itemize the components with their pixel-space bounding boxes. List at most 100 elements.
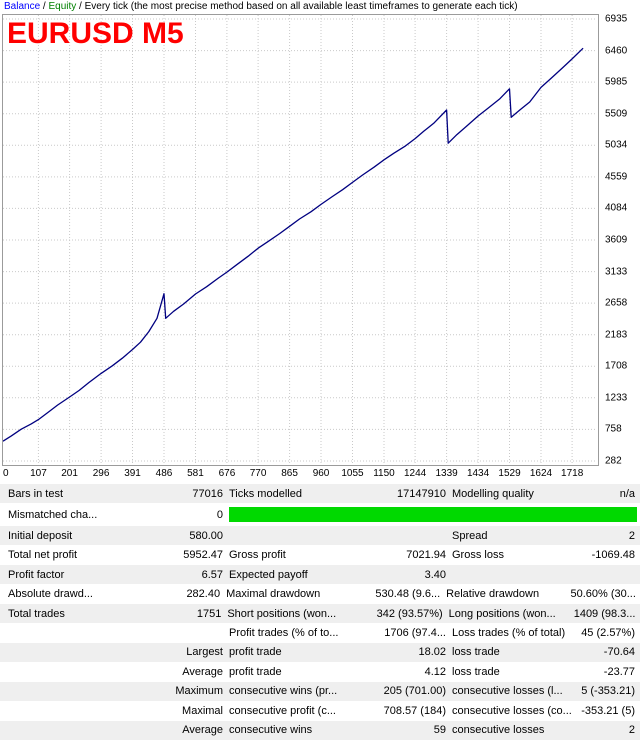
stat-label-col5: loss trade: [452, 665, 500, 678]
y-tick-label: 3133: [605, 266, 628, 278]
x-tick-label: 391: [124, 468, 141, 479]
x-tick-label: 1529: [498, 468, 521, 479]
y-tick-label: 3609: [605, 234, 628, 246]
stat-label-col3: Expected payoff: [229, 568, 308, 581]
stat-label-col5: Spread: [452, 529, 488, 542]
stat-value-col6: -353.21 (5): [581, 704, 635, 717]
x-tick-label: 1718: [561, 468, 584, 479]
stat-label-col1: Bars in test: [8, 487, 64, 500]
stat-label-col1: Profit factor: [8, 568, 65, 581]
stat-value-col2: 282.40: [186, 588, 221, 601]
table-row: Profit trades (% of to... 1706 (97.4... Lo…: [0, 623, 640, 642]
x-tick-label: 770: [249, 468, 267, 479]
x-tick-label: 676: [218, 468, 236, 479]
stat-label-col3: consecutive wins: [229, 724, 313, 737]
x-tick-label: 486: [155, 468, 173, 479]
x-tick-label: 1339: [435, 468, 458, 479]
x-tick-label: 1434: [466, 468, 490, 479]
stat-value-col6: 2: [628, 529, 635, 542]
stat-value-col2: Average: [182, 665, 223, 678]
stat-value-col6: -23.77: [603, 665, 635, 678]
stat-value-col4: 3.40: [424, 568, 446, 581]
stat-value-col6: 5 (-353.21): [581, 685, 635, 698]
stat-label-col5: consecutive losses (co...: [452, 704, 572, 717]
chart-plot-area: EURUSD M5: [2, 14, 599, 466]
results-table: Bars in test 77016 Ticks modelled 17147910 M…: [0, 484, 640, 740]
y-tick-label: 5985: [605, 76, 628, 88]
stat-label-col3: consecutive profit (c...: [229, 704, 336, 717]
stat-value-col2: 5952.47: [183, 549, 223, 562]
x-tick-label: 960: [312, 468, 330, 479]
y-tick-label: 5034: [605, 139, 628, 151]
stat-label-col1: Mismatched cha...: [8, 508, 98, 521]
x-tick-label: 0: [3, 468, 9, 479]
stat-label-col3: Maximal drawdown: [226, 588, 321, 601]
legend-separator-2: /: [76, 1, 85, 12]
stat-label-col1: Absolute drawd...: [8, 588, 93, 601]
y-tick-label: 2183: [605, 329, 628, 341]
stat-label-col3: Ticks modelled: [229, 487, 302, 500]
x-tick-label: 1244: [403, 468, 427, 479]
stat-label-col5: Loss trades (% of total): [452, 627, 566, 640]
stat-value-col4: 17147910: [397, 487, 446, 500]
table-row: Absolute drawd... 282.40 Maximal drawdown 5…: [0, 584, 640, 603]
table-row: Average profit trade 4.12 loss trade -23.77: [0, 662, 640, 681]
x-tick-label: 1624: [529, 468, 553, 479]
stat-value-col2: 0: [216, 508, 223, 521]
stat-value-col4: 708.57 (184): [383, 704, 446, 717]
stat-value-col6: 1409 (98.3...: [573, 607, 636, 620]
stat-value-col2: Average: [182, 724, 223, 737]
equity-legend-label: Equity: [48, 1, 77, 12]
x-tick-label: 1055: [341, 468, 364, 479]
stat-value-col2: 77016: [192, 487, 223, 500]
legend-separator-1: /: [40, 1, 49, 12]
stat-value-col2: 580.00: [189, 529, 223, 542]
stat-value-col6: 50.60% (30...: [570, 588, 636, 601]
table-row: Bars in test 77016 Ticks modelled 17147910 M…: [0, 484, 640, 504]
y-tick-label: 282: [605, 455, 622, 467]
stat-label-col1: Initial deposit: [8, 529, 73, 542]
y-tick-label: 4559: [605, 171, 628, 183]
stat-label-col3: Short positions (won...: [227, 607, 337, 620]
y-tick-label: 2658: [605, 297, 628, 309]
balance-chart: EURUSD M5 6935 6460 5985 5509 5034 4559 4084 36…: [0, 14, 640, 484]
stat-value-col2: Maximal: [182, 704, 223, 717]
balance-line: [3, 47, 584, 442]
modelling-quality-bar: [229, 507, 637, 523]
y-axis-labels: 6935 6460 5985 5509 5034 4559 4084 3609 3133 2658…: [601, 13, 639, 467]
stat-label-col3: Gross profit: [229, 549, 286, 562]
stat-label-col5: consecutive losses (l...: [452, 685, 563, 698]
stat-value-col4: 18.02: [418, 646, 446, 659]
stat-value-col6: 2: [628, 724, 635, 737]
stat-label-col5: Gross loss: [452, 549, 504, 562]
table-row: Initial deposit 580.00 Spread 2: [0, 525, 640, 546]
x-tick-label: 581: [187, 468, 204, 479]
balance-curve-svg: [3, 15, 596, 463]
x-tick-label: 865: [281, 468, 298, 479]
stat-label-col1: Total net profit: [8, 549, 78, 562]
stat-value-col2: Largest: [186, 646, 223, 659]
y-tick-label: 1708: [605, 360, 628, 372]
stat-value-col4: 59: [433, 724, 446, 737]
table-row: Average consecutive wins 59 consecutive los…: [0, 720, 640, 740]
stat-value-col4: 4.12: [424, 665, 446, 678]
table-row: Profit factor 6.57 Expected payoff 3.40: [0, 564, 640, 585]
stat-value-col4: 205 (701.00): [383, 685, 446, 698]
y-tick-label: 5509: [605, 108, 628, 120]
x-tick-label: 201: [61, 468, 78, 479]
symbol-timeframe-label: EURUSD M5: [7, 17, 184, 50]
stat-label-col5: consecutive losses: [452, 724, 545, 737]
stat-label-col3: consecutive wins (pr...: [229, 685, 338, 698]
stat-value-col6: 45 (2.57%): [581, 627, 635, 640]
stat-label-col5: Long positions (won...: [448, 607, 556, 620]
x-tick-label: 296: [92, 468, 110, 479]
stat-label-col3: profit trade: [229, 646, 282, 659]
stat-label-col1: Total trades: [8, 607, 65, 620]
stat-value-col2: 1751: [196, 607, 222, 620]
table-row: Total trades 1751 Short positions (won... 3…: [0, 603, 640, 624]
balance-legend-label: Balance: [4, 1, 41, 12]
stat-value-col4: 1706 (97.4...: [384, 627, 446, 640]
x-axis-labels: 0 107 201 296 391 486 581 676 770 865 960 1055 1150 1…: [3, 466, 599, 484]
y-tick-label: 6935: [605, 13, 628, 25]
table-row: Largest profit trade 18.02 loss trade -70.64: [0, 642, 640, 663]
